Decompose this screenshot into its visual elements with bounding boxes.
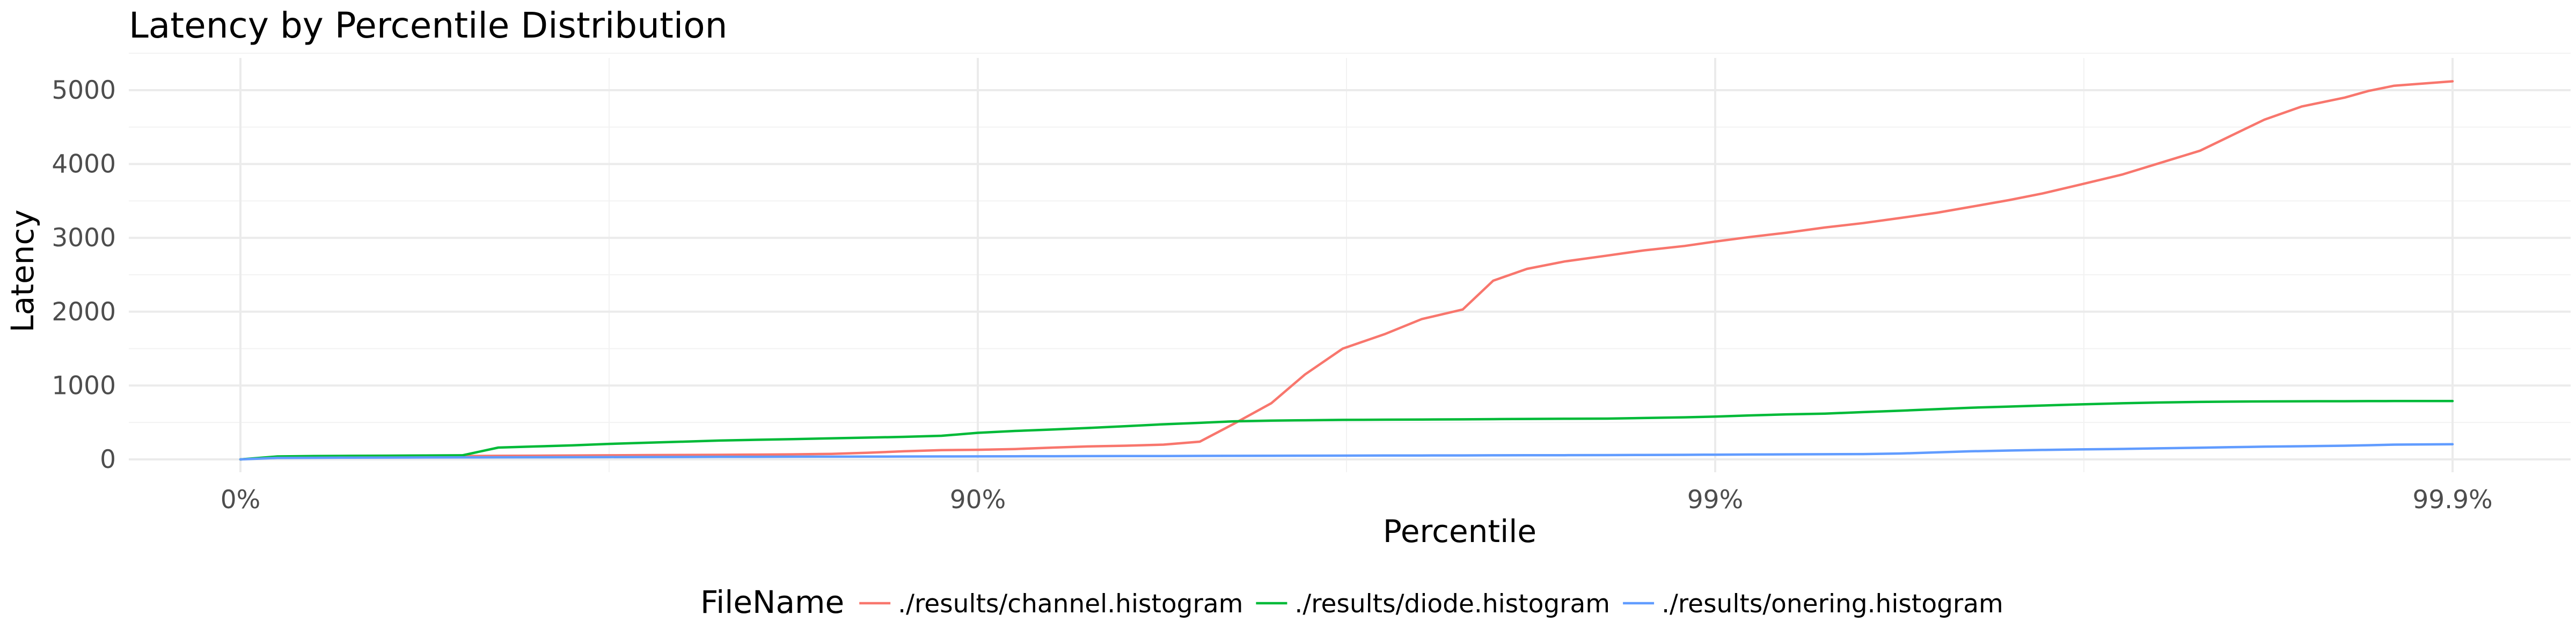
y-tick-label: 3000: [52, 223, 116, 253]
x-tick-label: 99.9%: [2412, 485, 2492, 515]
y-axis-ticks: 0 1000 2000 3000 4000 5000: [52, 76, 116, 474]
series-line-0: [239, 80, 2454, 461]
minor-gridlines: [129, 53, 2571, 472]
y-axis-title: Latency: [4, 209, 41, 332]
x-tick-label: 0%: [221, 485, 261, 515]
y-tick-label: 1000: [52, 371, 116, 400]
legend-label-2: ./results/onering.histogram: [1662, 589, 2003, 619]
chart-title: Latency by Percentile Distribution: [129, 5, 727, 46]
y-tick-label: 5000: [52, 76, 116, 105]
major-gridlines: [129, 58, 2571, 472]
y-tick-label: 0: [100, 445, 116, 474]
legend-title: FileName: [700, 584, 844, 620]
x-axis-title: Percentile: [1383, 513, 1536, 550]
y-tick-label: 2000: [52, 297, 116, 327]
x-tick-label: 99%: [1687, 485, 1743, 515]
legend-label-0: ./results/channel.histogram: [898, 589, 1243, 619]
legend: FileName ./results/channel.histogram ./re…: [700, 584, 2003, 620]
series-line-1: [239, 400, 2454, 461]
x-axis-ticks: 0% 90% 99% 99.9%: [221, 485, 2493, 515]
x-tick-label: 90%: [950, 485, 1006, 515]
series-lines: [239, 80, 2454, 461]
series-line-2: [239, 443, 2454, 461]
legend-label-1: ./results/diode.histogram: [1294, 589, 1610, 619]
y-tick-label: 4000: [52, 150, 116, 179]
